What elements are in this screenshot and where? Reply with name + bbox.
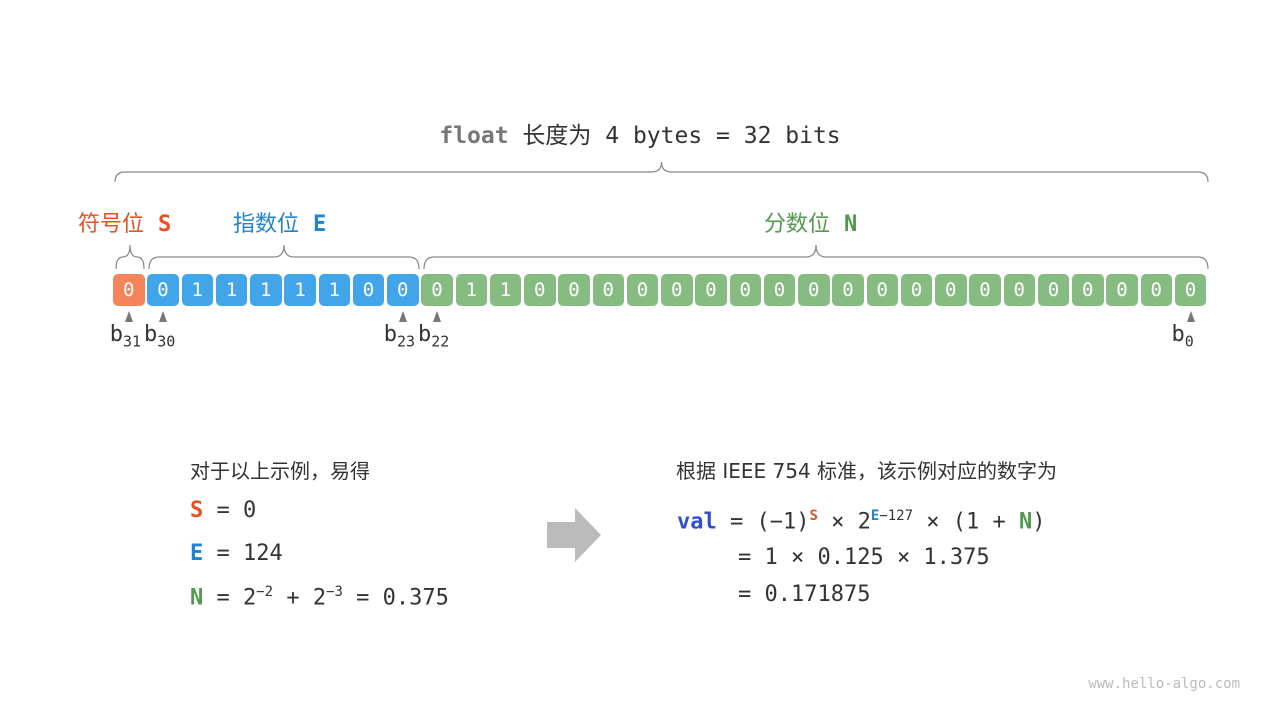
val-step: = 1 × 0.125 × 1.375	[738, 545, 990, 570]
bit-cell: 0	[866, 274, 898, 306]
bit-cell: 1	[181, 274, 213, 306]
s-equation: S = 0	[190, 498, 257, 523]
bit-cell: 0	[729, 274, 761, 306]
sign-label: 符号位 S	[78, 212, 172, 237]
bit-cell: 0	[592, 274, 624, 306]
title-text: 长度为 4 bytes = 32 bits	[508, 123, 841, 149]
n-equation: N = 2−2 + 2−3 = 0.375	[190, 584, 449, 611]
bit-cell: 0	[626, 274, 659, 306]
marker-arrow-icon	[398, 311, 407, 322]
e-equation: E = 124	[190, 541, 283, 566]
bit-cell: 0	[1037, 274, 1070, 306]
watermark: www.hello-algo.com	[1088, 676, 1240, 692]
bit-cell: 1	[284, 274, 316, 306]
val-result: = 0.171875	[738, 582, 871, 607]
brace	[423, 244, 1209, 270]
bit-cell: 0	[558, 274, 590, 306]
bit-cell: 0	[1106, 274, 1138, 306]
brace	[148, 244, 420, 270]
bit-cell: 0	[832, 274, 864, 306]
bit-cell: 1	[489, 274, 522, 306]
bit-cell: 0	[1174, 274, 1207, 306]
marker-arrow-icon	[159, 311, 167, 322]
bit-cell: 0	[113, 274, 145, 306]
bit-cell: 1	[250, 274, 282, 306]
marker-arrow-icon	[124, 311, 133, 322]
bit-cell: 0	[935, 274, 967, 306]
bit-cell: 0	[1003, 274, 1035, 306]
bit-cell: 0	[1072, 274, 1104, 306]
bit-cell: 0	[798, 274, 830, 306]
diagram-title: float 长度为 4 bytes = 32 bits	[0, 116, 1280, 150]
exponent-label: 指数位 E	[233, 212, 327, 237]
bit-cell: 0	[387, 274, 419, 306]
bit-cell: 0	[352, 274, 385, 306]
val-formula: val = (−1)S × 2E−127 × (1 + N)	[677, 508, 1046, 535]
bit-index-label: b22	[418, 322, 450, 351]
brace	[114, 161, 1209, 183]
brace	[115, 244, 145, 270]
left-heading: 对于以上示例，易得	[190, 459, 370, 483]
bit-cell: 0	[969, 274, 1001, 306]
bit-cell: 0	[421, 274, 453, 306]
bit-index-label: b23	[383, 322, 416, 351]
right-arrow-icon	[547, 508, 601, 562]
bit-cell: 0	[1140, 274, 1172, 306]
bit-cell: 0	[147, 274, 179, 306]
bit-cell: 0	[524, 274, 556, 306]
marker-arrow-icon	[1186, 311, 1195, 322]
bit-cell: 0	[763, 274, 796, 306]
bit-cell: 0	[661, 274, 693, 306]
float-keyword: float	[439, 123, 509, 149]
marker-arrow-icon	[433, 311, 441, 322]
bit-cell: 1	[215, 274, 248, 306]
bit-cell: 1	[318, 274, 350, 306]
bit-index-label: b30	[144, 322, 176, 351]
bit-cell: 1	[455, 274, 487, 306]
bit-cell: 0	[695, 274, 727, 306]
bit-cell: 0	[900, 274, 933, 306]
bit-index-label: b0	[1171, 322, 1194, 351]
bit-index-label: b31	[109, 322, 142, 351]
fraction-label: 分数位 N	[764, 212, 858, 237]
right-heading: 根据 IEEE 754 标准，该示例对应的数字为	[676, 459, 1058, 483]
